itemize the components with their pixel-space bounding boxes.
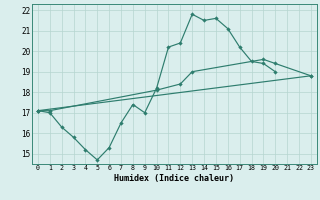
X-axis label: Humidex (Indice chaleur): Humidex (Indice chaleur) <box>115 174 234 183</box>
